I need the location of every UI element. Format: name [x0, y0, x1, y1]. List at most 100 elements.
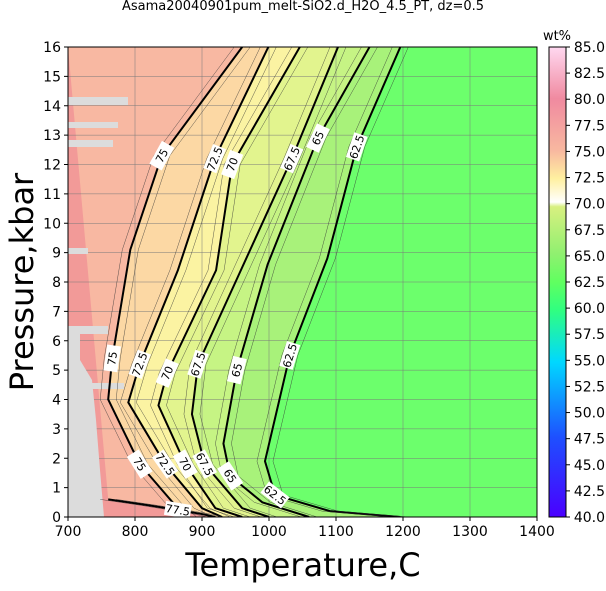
contour-label-bg [203, 143, 227, 174]
contour-line [263, 47, 402, 517]
contour-minor [99, 47, 235, 517]
contour-label: 77.5 [165, 502, 191, 519]
contour-label-bg [163, 500, 192, 517]
contour-label-bg [260, 481, 290, 509]
chart-title: Asama20040901pum_melt-SiO2.d_H2O_4.5_PT,… [122, 0, 484, 14]
contour-label-group: 77.5 [163, 500, 192, 519]
contour-label: 75 [105, 351, 120, 367]
contour-label-group: 70 [221, 149, 244, 180]
y-tick-label: 2 [52, 451, 61, 467]
contour-minor [136, 47, 277, 517]
contour-label: 70 [159, 364, 176, 382]
contour-line [157, 47, 301, 517]
colorbar-tick-label: 42.5 [574, 484, 605, 500]
colorbar-label: wt% [543, 29, 571, 44]
y-tick-label: 3 [52, 422, 61, 438]
contour-label-group: 75 [103, 344, 122, 373]
y-tick-label: 1 [52, 481, 61, 497]
missing-area [68, 140, 113, 147]
contour-minor [272, 47, 409, 517]
contour-minor [215, 47, 362, 517]
colorbar-tick-label: 52.5 [574, 379, 605, 395]
colorbar [548, 46, 567, 518]
y-tick-label: 13 [43, 128, 61, 144]
y-tick-label: 8 [52, 275, 61, 291]
contour-label-group: 70 [155, 358, 179, 388]
contour-label: 70 [176, 455, 194, 474]
contour-label-bg [345, 132, 368, 162]
contour-label: 75 [130, 455, 148, 474]
x-tick-label: 1300 [452, 524, 488, 540]
contour-minor [150, 47, 292, 517]
colorbar-tick-label: 55.0 [574, 353, 605, 369]
missing-area [68, 122, 118, 128]
contour-label-group: 70 [172, 449, 198, 479]
missing-data [68, 97, 128, 517]
colorbar-tick-label: 50.0 [574, 406, 605, 422]
missing-area [68, 330, 104, 517]
contour-label: 75 [153, 147, 171, 166]
missing-area [68, 248, 88, 254]
contour-label-group: 65 [226, 355, 247, 385]
y-tick-label: 5 [52, 363, 61, 379]
contour-label-bg [126, 449, 153, 479]
colorbar-tick-label: 85.0 [574, 40, 605, 56]
y-tick-label: 7 [52, 304, 61, 320]
contour-label-bg [221, 149, 244, 180]
missing-area [68, 97, 128, 105]
y-tick-label: 12 [43, 158, 61, 174]
x-tick-label: 1200 [385, 524, 421, 540]
x-tick-label: 1400 [519, 524, 555, 540]
contour-label-bg [217, 461, 244, 491]
y-axis-label: Pressure,kbar [3, 172, 41, 391]
y-tick-label: 6 [52, 334, 61, 350]
x-tick-label: 1100 [318, 524, 354, 540]
y-tick-label: 9 [52, 246, 61, 262]
contour-label: 65 [310, 129, 328, 147]
y-tick-label: 11 [43, 187, 61, 203]
contour-label-bg [103, 344, 122, 373]
colorbar-tick-label: 57.5 [574, 327, 605, 343]
x-tick-label: 700 [55, 524, 82, 540]
x-tick-label: 900 [189, 524, 216, 540]
contour-line [190, 47, 339, 517]
y-tick-label: 0 [52, 510, 61, 526]
contour-label-bg [149, 140, 175, 171]
x-tick-label: 1000 [251, 524, 287, 540]
contour-minor [256, 47, 393, 517]
colorbar-tick-label: 82.5 [574, 66, 605, 82]
x-tick-label: 800 [122, 524, 149, 540]
y-tick-label: 10 [43, 216, 61, 232]
contour-label-group: 65 [306, 123, 330, 153]
colorbar-tick-label: 62.5 [574, 275, 605, 291]
colorbar-tick-label: 75.0 [574, 144, 605, 160]
contour-label-bg [155, 358, 179, 388]
contour-label-bg [172, 449, 198, 479]
colorbar-tick-label: 47.5 [574, 432, 605, 448]
x-axis-label: Temperature,C [184, 546, 420, 584]
contour-label-bg [192, 449, 217, 479]
contour-label-group: 75 [149, 140, 175, 171]
contour-label-bg [279, 340, 301, 370]
colorbar-tick-label: 77.5 [574, 118, 605, 134]
contour-label-bg [306, 123, 330, 153]
y-tick-label: 14 [43, 99, 61, 115]
contour-label: 70 [224, 156, 241, 174]
colorbar-tick-label: 80.0 [574, 92, 605, 108]
colorbar-tick-label: 72.5 [574, 171, 605, 187]
contour-line [222, 47, 371, 517]
contour-label: 65 [229, 362, 245, 379]
contour-label-bg [187, 349, 209, 379]
contour-minor [199, 47, 347, 517]
colorbar-tick-label: 70.0 [574, 197, 605, 213]
colorbar-tick-label: 45.0 [574, 458, 605, 474]
grid [68, 47, 537, 517]
colorbar-tick-label: 40.0 [574, 510, 605, 526]
contour-label-bg [151, 449, 179, 479]
y-tick-label: 4 [52, 393, 61, 409]
missing-area [84, 383, 124, 389]
contour-label-bg [280, 143, 304, 174]
contour-label-group: 75 [126, 449, 153, 479]
axes: 700 800 900 1000 1100 1200 1300 140001234567891… [43, 40, 555, 540]
